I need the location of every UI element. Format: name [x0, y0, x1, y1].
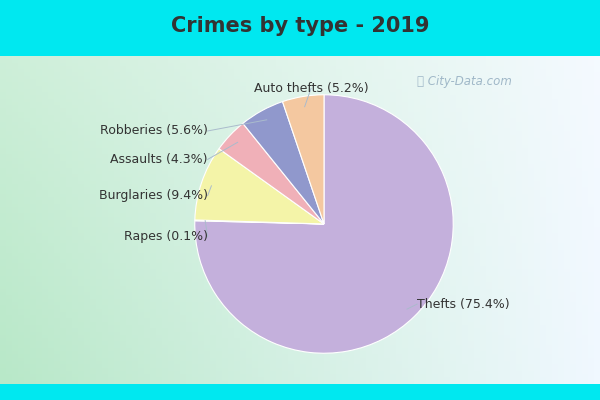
Text: Robberies (5.6%): Robberies (5.6%)	[100, 124, 208, 138]
Text: Thefts (75.4%): Thefts (75.4%)	[417, 298, 509, 311]
Wedge shape	[283, 95, 324, 224]
Wedge shape	[243, 102, 324, 224]
Wedge shape	[219, 123, 324, 224]
Text: ⓘ City-Data.com: ⓘ City-Data.com	[416, 75, 511, 88]
Wedge shape	[195, 95, 453, 353]
Text: Burglaries (9.4%): Burglaries (9.4%)	[98, 189, 208, 202]
Text: Rapes (0.1%): Rapes (0.1%)	[124, 230, 208, 244]
Wedge shape	[195, 220, 324, 224]
Text: Auto thefts (5.2%): Auto thefts (5.2%)	[254, 82, 368, 95]
Text: Crimes by type - 2019: Crimes by type - 2019	[171, 16, 429, 36]
Text: Assaults (4.3%): Assaults (4.3%)	[110, 153, 208, 166]
Wedge shape	[195, 149, 324, 224]
